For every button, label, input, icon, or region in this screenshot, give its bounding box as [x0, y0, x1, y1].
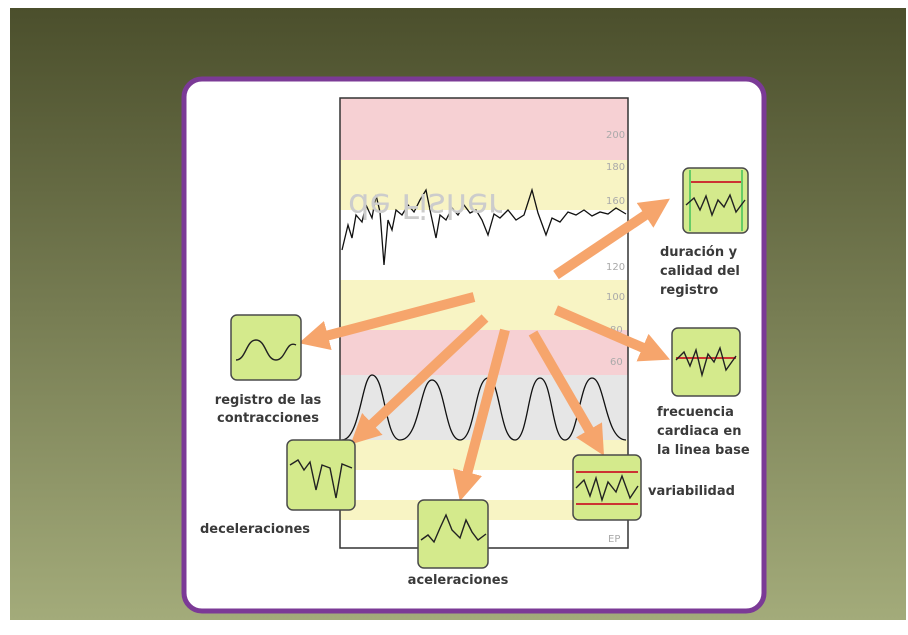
- scale-tick: 120: [606, 262, 625, 273]
- scale-tick: 200: [606, 130, 625, 141]
- labels: duración y calidad del registro registro…: [200, 245, 750, 588]
- label-line: calidad del: [660, 264, 740, 279]
- label-line: duración y: [660, 245, 738, 260]
- arrows: [298, 198, 671, 502]
- scale-tick: 80: [610, 325, 623, 336]
- label-line: contracciones: [217, 411, 319, 426]
- label-line: la linea base: [657, 443, 750, 458]
- label-line: frecuencia: [657, 405, 734, 420]
- scale-tick: 60: [610, 357, 623, 368]
- label-line: variabilidad: [648, 484, 735, 499]
- chart-title: de Fisher: [348, 185, 502, 225]
- icons: [230, 167, 749, 569]
- scale-tick: EP: [608, 534, 620, 545]
- scale-tick: 180: [606, 162, 625, 173]
- scale-tick: 100: [606, 292, 625, 303]
- scale-tick: 160: [606, 196, 625, 207]
- label-line: registro de las: [215, 393, 322, 408]
- label-line: deceleraciones: [200, 522, 310, 537]
- label-line: registro: [660, 283, 718, 298]
- label-line: aceleraciones: [408, 573, 509, 588]
- label-line: cardiaca en: [657, 424, 742, 439]
